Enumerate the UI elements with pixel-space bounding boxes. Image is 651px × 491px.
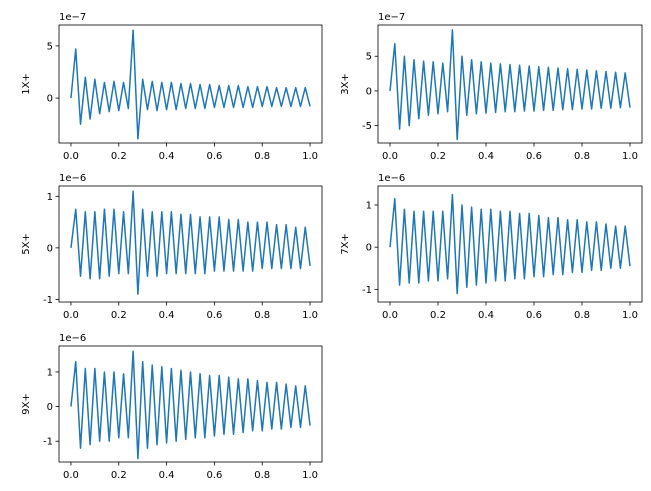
- x-tick-label: 0.0: [63, 470, 79, 481]
- plot-area: [389, 193, 631, 295]
- axes-frame: [58, 345, 323, 463]
- y-tick-label: 1: [47, 192, 53, 203]
- y-axis-label: 1X+: [21, 73, 32, 95]
- plot-area: [70, 350, 311, 460]
- x-tick-label: 0.4: [159, 151, 175, 162]
- y-tick-label: -5: [362, 121, 372, 132]
- x-tick-label: 0.4: [478, 310, 494, 321]
- x-tick-label: 0.6: [526, 151, 542, 162]
- x-tick-label: 1.0: [622, 310, 638, 321]
- x-tick-label: 0.6: [206, 470, 222, 481]
- x-tick-label: 0.4: [159, 310, 175, 321]
- x-tick-label: 0.8: [574, 310, 590, 321]
- x-tick-label: 0.0: [382, 151, 398, 162]
- plot-area: [389, 29, 631, 141]
- subplot: 0.0 0.2 0.4 0.6 0.8 1.0 -1 0 1 1e−6 5X+: [21, 173, 323, 321]
- y-tick-label: 0: [47, 402, 53, 413]
- x-tick-label: 0.2: [111, 470, 127, 481]
- offset-label: 1e−6: [59, 173, 86, 184]
- x-tick-label: 0.2: [111, 151, 127, 162]
- y-tick-label: 0: [366, 243, 372, 254]
- offset-label: 1e−7: [378, 12, 405, 23]
- offset-label: 1e−6: [378, 173, 405, 184]
- axes-frame: [377, 185, 643, 303]
- x-tick-label: 0.8: [254, 310, 270, 321]
- x-tick-label: 1.0: [302, 151, 318, 162]
- x-tick-label: 0.4: [159, 470, 175, 481]
- axes-frame: [58, 24, 323, 144]
- x-tick-label: 0.2: [430, 151, 446, 162]
- y-axis-label: 7X+: [340, 233, 351, 255]
- x-tick-label: 0.8: [254, 151, 270, 162]
- y-tick-label: 0: [47, 94, 53, 105]
- subplot: 0.0 0.2 0.4 0.6 0.8 1.0 -5 0 5 1e−7 3X+: [340, 12, 643, 162]
- y-tick-label: 0: [47, 243, 53, 254]
- y-tick-label: -1: [362, 285, 372, 296]
- x-tick-label: 0.4: [478, 151, 494, 162]
- data-line: [389, 29, 631, 141]
- data-line: [70, 350, 311, 460]
- data-line: [70, 190, 311, 296]
- x-tick-label: 0.8: [254, 470, 270, 481]
- x-tick-label: 0.0: [63, 310, 79, 321]
- y-axis-label: 3X+: [340, 73, 351, 95]
- x-tick-label: 0.8: [574, 151, 590, 162]
- y-tick-label: 0: [366, 86, 372, 97]
- data-line: [70, 29, 311, 140]
- x-tick-label: 0.6: [206, 151, 222, 162]
- axes-frame: [58, 185, 323, 303]
- x-tick-label: 1.0: [622, 151, 638, 162]
- subplot: 0.0 0.2 0.4 0.6 0.8 1.0 -1 0 1 1e−6 7X+: [340, 173, 643, 321]
- y-tick-label: 5: [366, 52, 372, 63]
- x-tick-label: 0.0: [382, 310, 398, 321]
- x-tick-label: 1.0: [302, 310, 318, 321]
- x-tick-label: 1.0: [302, 470, 318, 481]
- plot-area: [70, 190, 311, 296]
- axes-frame: [377, 24, 643, 144]
- x-tick-label: 0.2: [111, 310, 127, 321]
- y-axis-label: 9X+: [21, 393, 32, 415]
- y-tick-label: -1: [43, 295, 53, 306]
- offset-label: 1e−7: [59, 12, 86, 23]
- x-tick-label: 0.6: [206, 310, 222, 321]
- y-axis-label: 5X+: [21, 233, 32, 255]
- data-line: [389, 193, 631, 295]
- subplot: 0.0 0.2 0.4 0.6 0.8 1.0 0 5 1e−7 1X+: [21, 12, 323, 162]
- plot-area: [70, 29, 311, 140]
- y-tick-label: 5: [47, 41, 53, 52]
- y-tick-label: -1: [43, 437, 53, 448]
- x-tick-label: 0.2: [430, 310, 446, 321]
- x-tick-label: 0.0: [63, 151, 79, 162]
- x-tick-label: 0.6: [526, 310, 542, 321]
- offset-label: 1e−6: [59, 333, 86, 344]
- y-tick-label: 1: [366, 200, 372, 211]
- subplot: 0.0 0.2 0.4 0.6 0.8 1.0 -1 0 1 1e−6 9X+: [21, 333, 323, 481]
- y-tick-label: 1: [47, 367, 53, 378]
